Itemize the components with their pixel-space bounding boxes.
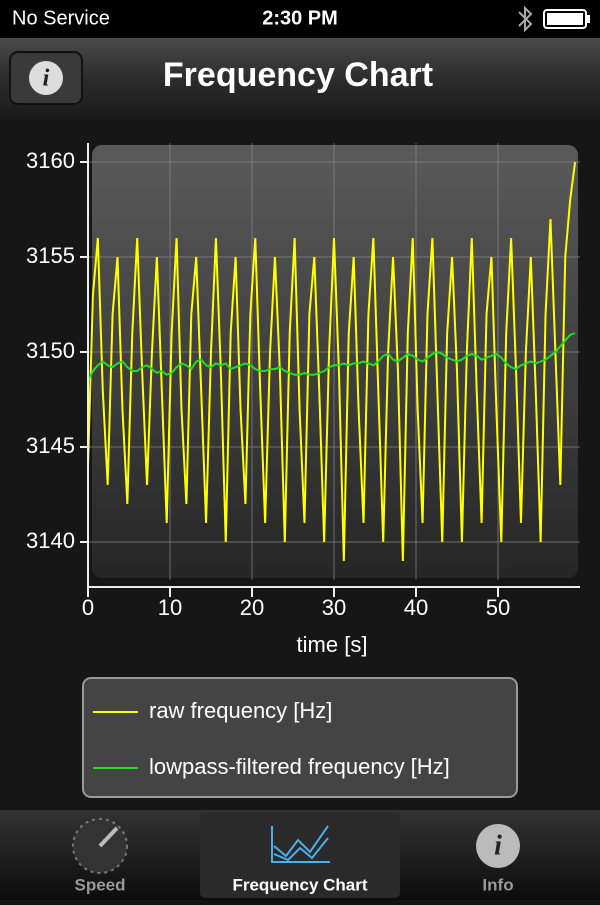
carrier: No Service xyxy=(12,7,110,29)
info-tab-icon xyxy=(476,824,520,868)
legend-items: raw frequency [Hz] lowpass-filtered frequ… xyxy=(93,698,450,779)
series-layer xyxy=(88,161,577,562)
tab-label[interactable]: Info xyxy=(482,875,513,894)
info-glyph: i xyxy=(43,66,50,92)
speed-icon xyxy=(72,818,128,874)
bluetooth-icon xyxy=(518,5,533,33)
battery-tip xyxy=(587,15,590,23)
x-tick-label: 40 xyxy=(404,595,428,620)
battery xyxy=(543,9,587,29)
clock: 2:30 PM xyxy=(262,7,338,29)
x-axis-label: time [s] xyxy=(297,632,368,657)
y-tick-label: 3160 xyxy=(26,148,75,173)
y-tick-label: 3155 xyxy=(26,243,75,268)
series-line xyxy=(88,161,577,562)
x-tick-label: 10 xyxy=(158,595,182,620)
tab-label[interactable]: Frequency Chart xyxy=(232,875,367,894)
y-tick-label: 3145 xyxy=(26,433,75,458)
x-tick-label: 20 xyxy=(240,595,264,620)
series-line xyxy=(88,332,576,381)
x-tick-label: 30 xyxy=(322,595,346,620)
x-tick-label: 0 xyxy=(82,595,94,620)
x-tick-label: 50 xyxy=(486,595,510,620)
legend xyxy=(82,677,518,798)
battery-level xyxy=(547,13,583,25)
chart-icon xyxy=(271,825,330,863)
nav-title: Frequency Chart xyxy=(163,56,433,94)
legend-label: raw frequency [Hz] xyxy=(149,698,332,723)
tab-selected-bg xyxy=(200,813,400,898)
info-tab-glyph: i xyxy=(494,830,502,861)
info-icon xyxy=(29,61,63,95)
legend-label: lowpass-filtered frequency [Hz] xyxy=(149,754,450,779)
plot-area xyxy=(92,145,578,578)
status-bar xyxy=(0,0,600,38)
y-tick-label: 3140 xyxy=(26,528,75,553)
axes: 3140 3145 3150 3155 3160 0 10 20 30 40 50 xyxy=(26,148,510,620)
y-tick-label: 3150 xyxy=(26,338,75,363)
tabs: Speed Frequency Chart Info xyxy=(74,875,513,894)
nav-bar xyxy=(0,38,600,120)
tab-label[interactable]: Speed xyxy=(74,875,125,894)
